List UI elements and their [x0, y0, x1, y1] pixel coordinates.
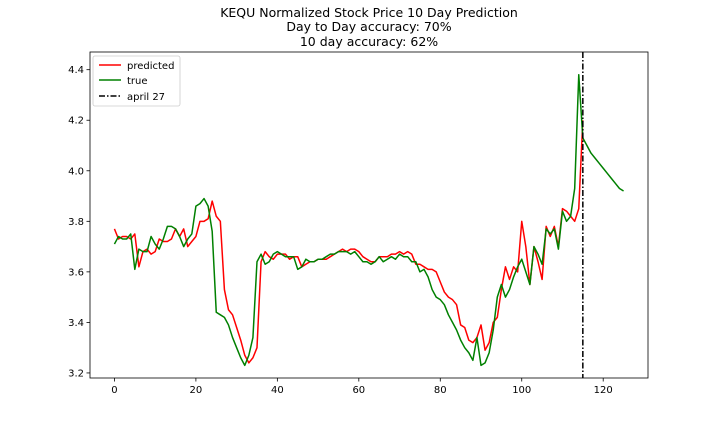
x-tick-label: 120: [594, 385, 613, 396]
y-tick-label: 3.4: [68, 318, 84, 329]
series-line-true: [113, 73, 624, 367]
legend-label-true: true: [127, 76, 148, 87]
x-tick-label: 100: [512, 385, 531, 396]
legend: predicted true april 27: [92, 55, 181, 107]
x-tick-label: 40: [271, 385, 284, 396]
y-tick-label: 3.8: [68, 217, 84, 228]
chart-title-line-1: KEQU Normalized Stock Price 10 Day Predi…: [220, 5, 518, 20]
y-tick-label: 4.2: [68, 116, 84, 127]
y-tick-label: 3.6: [68, 267, 84, 278]
axes-frame: [89, 51, 649, 379]
chart-title-line-2: Day to Day accuracy: 70%: [286, 19, 451, 34]
legend-label-april-27: april 27: [127, 92, 165, 103]
y-tick-label: 4.4: [68, 65, 84, 76]
plot-area: [113, 52, 624, 378]
y-tick-label: 4.0: [68, 166, 84, 177]
x-tick-label: 0: [111, 385, 117, 396]
x-tick-label: 80: [434, 385, 447, 396]
legend-box: [92, 55, 181, 107]
x-tick-label: 60: [352, 385, 365, 396]
series-line-predicted: [113, 120, 584, 364]
legend-label-predicted: predicted: [127, 61, 174, 72]
y-tick-label: 3.2: [68, 368, 84, 379]
axes: 0 20 40 60 80 100 120 3.2 3.4 3.6 3.8 4.0 4.2 4.4: [68, 51, 649, 396]
x-tick-label: 20: [190, 385, 203, 396]
chart-title-line-3: 10 day accuracy: 62%: [300, 34, 438, 49]
